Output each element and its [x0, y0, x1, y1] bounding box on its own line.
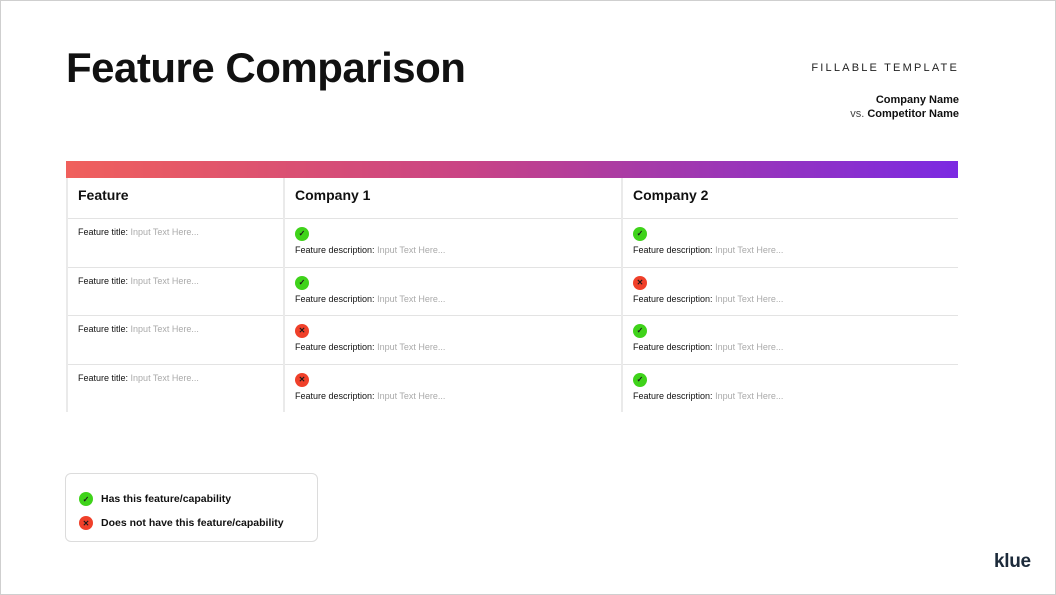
feature-description-input[interactable]: Input Text Here...: [715, 341, 784, 352]
feature-description-input[interactable]: Input Text Here...: [715, 390, 784, 401]
feature-description-input[interactable]: Input Text Here...: [715, 293, 784, 304]
feature-title-input[interactable]: Input Text Here...: [130, 323, 199, 334]
feature-description-input[interactable]: Input Text Here...: [377, 341, 446, 352]
feature-cell: Feature title: Input Text Here...: [66, 315, 284, 365]
check-icon: ✓: [633, 323, 647, 338]
feature-description-input[interactable]: Input Text Here...: [377, 244, 446, 255]
column-header-company-2: Company 2: [621, 178, 958, 219]
page-title: Feature Comparison: [66, 44, 466, 91]
legend-item-yes: ✓ Has this feature/capability: [79, 487, 304, 511]
check-icon: ✓: [295, 226, 309, 241]
company-name: Company Name: [875, 94, 959, 106]
company-names: Company Name vs. Competitor Name: [850, 93, 959, 121]
feature-cell: Feature title: Input Text Here...: [66, 267, 284, 316]
template-tag: FILLABLE TEMPLATE: [811, 62, 959, 74]
x-icon: ✕: [295, 372, 309, 387]
feature-cell: Feature title: Input Text Here...: [66, 218, 284, 268]
gradient-bar: [66, 161, 958, 178]
company-2-cell: ✓ Feature description: Input Text Here...: [621, 218, 958, 268]
feature-description-input[interactable]: Input Text Here...: [377, 293, 446, 304]
company-1-cell: ✓ Feature description: Input Text Here...: [283, 267, 622, 316]
vs-label: vs.: [850, 108, 865, 120]
column-header-company-1: Company 1: [283, 178, 622, 219]
company-2-cell: ✕ Feature description: Input Text Here...: [621, 267, 958, 316]
column-header-feature: Feature: [66, 178, 284, 219]
table-row: Feature title: Input Text Here... ✓ Featur…: [66, 267, 958, 316]
comparison-table: Feature Company 1 Company 2 Feature titl…: [66, 178, 958, 412]
legend: ✓ Has this feature/capability ✕ Does not h…: [65, 473, 318, 542]
feature-title-input[interactable]: Input Text Here...: [130, 226, 199, 237]
company-2-cell: ✓ Feature description: Input Text Here...: [621, 315, 958, 365]
x-icon: ✕: [79, 516, 93, 530]
check-icon: ✓: [633, 226, 647, 241]
company-2-cell: ✓ Feature description: Input Text Here...: [621, 364, 958, 412]
feature-description-input[interactable]: Input Text Here...: [377, 390, 446, 401]
feature-title-input[interactable]: Input Text Here...: [130, 372, 199, 383]
x-icon: ✕: [633, 275, 647, 290]
feature-cell: Feature title: Input Text Here...: [66, 364, 284, 412]
competitor-name: Competitor Name: [867, 108, 959, 120]
feature-title-input[interactable]: Input Text Here...: [130, 275, 199, 286]
company-1-cell: ✕ Feature description: Input Text Here...: [283, 315, 622, 365]
company-1-cell: ✓ Feature description: Input Text Here...: [283, 218, 622, 268]
check-icon: ✓: [79, 492, 93, 506]
check-icon: ✓: [295, 275, 309, 290]
company-1-cell: ✕ Feature description: Input Text Here...: [283, 364, 622, 412]
check-icon: ✓: [633, 372, 647, 387]
x-icon: ✕: [295, 323, 309, 338]
table-row: Feature title: Input Text Here... ✕ Featur…: [66, 364, 958, 412]
klue-logo: klue: [994, 551, 1031, 572]
table-row: Feature title: Input Text Here... ✓ Featur…: [66, 218, 958, 268]
feature-description-input[interactable]: Input Text Here...: [715, 244, 784, 255]
legend-item-no: ✕ Does not have this feature/capability: [79, 511, 304, 535]
table-row: Feature title: Input Text Here... ✕ Featur…: [66, 315, 958, 365]
